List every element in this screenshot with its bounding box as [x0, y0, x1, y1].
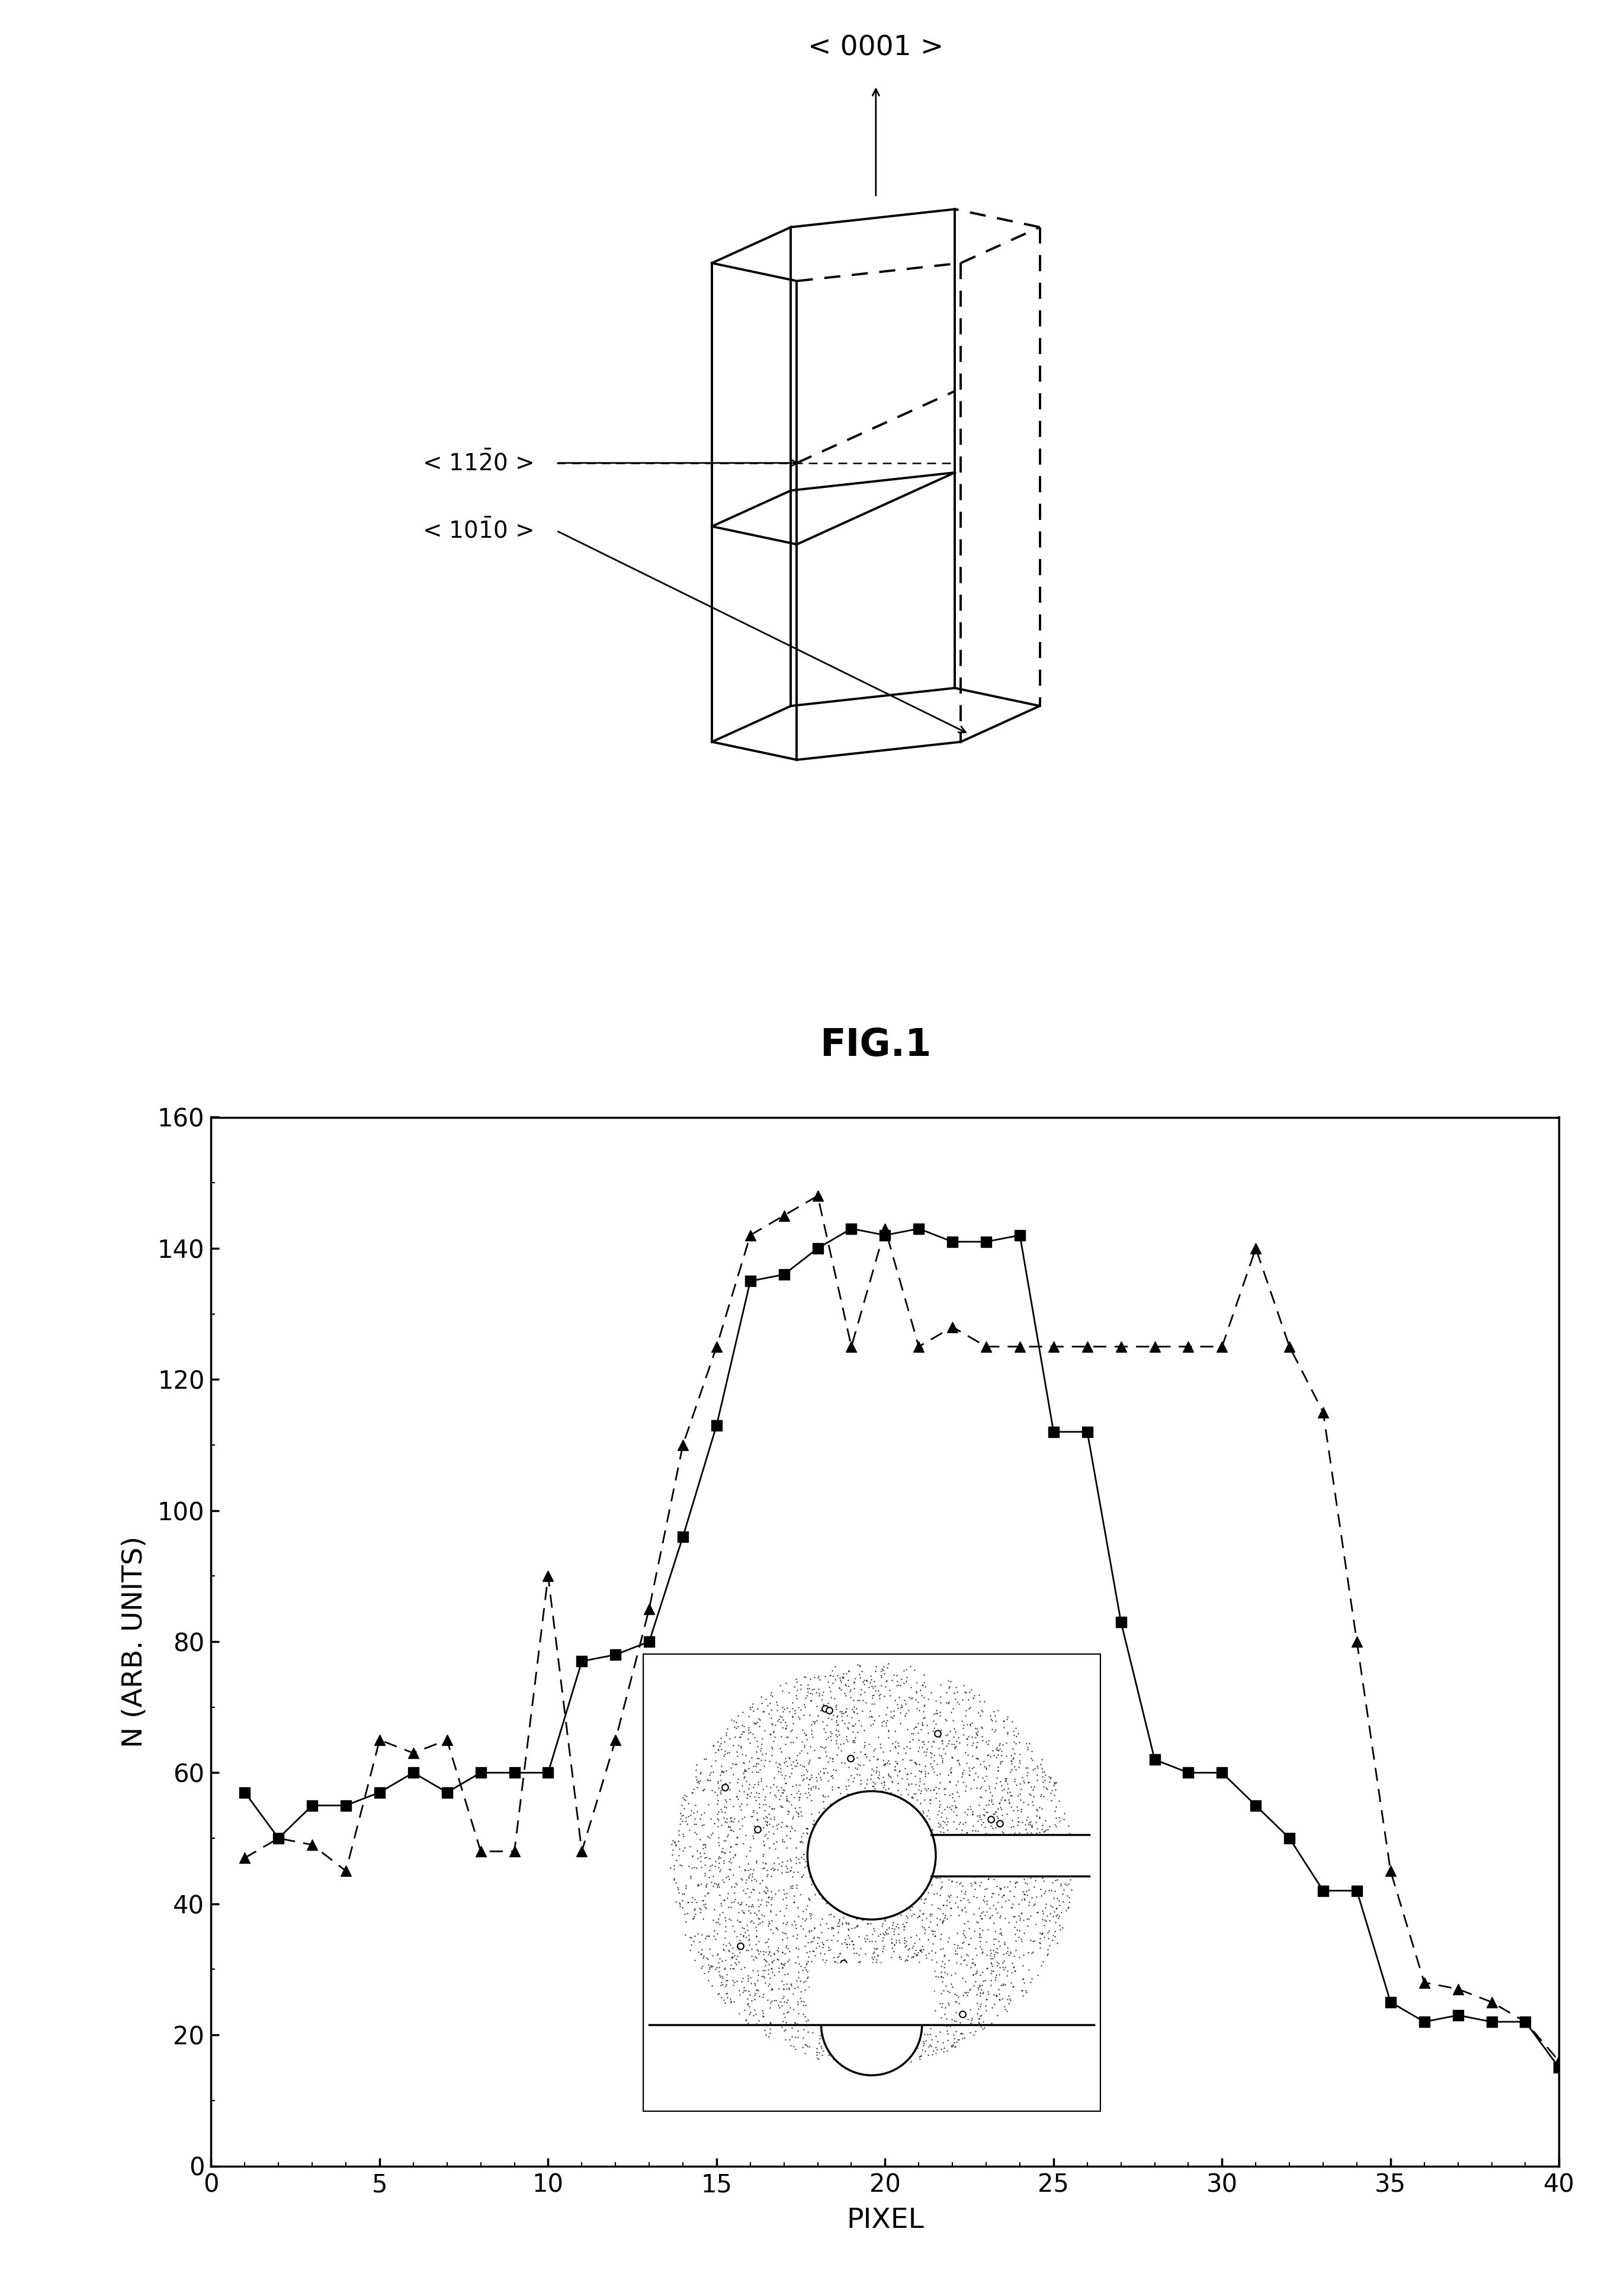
Text: < 10$\bar{1}$0 >: < 10$\bar{1}$0 >	[422, 518, 533, 543]
Text: FIG.1: FIG.1	[820, 1026, 932, 1065]
Text: < 11$\bar{2}$0 >: < 11$\bar{2}$0 >	[422, 451, 533, 474]
X-axis label: PIXEL: PIXEL	[846, 2207, 924, 2234]
Text: < 0001 >: < 0001 >	[807, 34, 944, 62]
Y-axis label: N (ARB. UNITS): N (ARB. UNITS)	[120, 1537, 148, 1746]
